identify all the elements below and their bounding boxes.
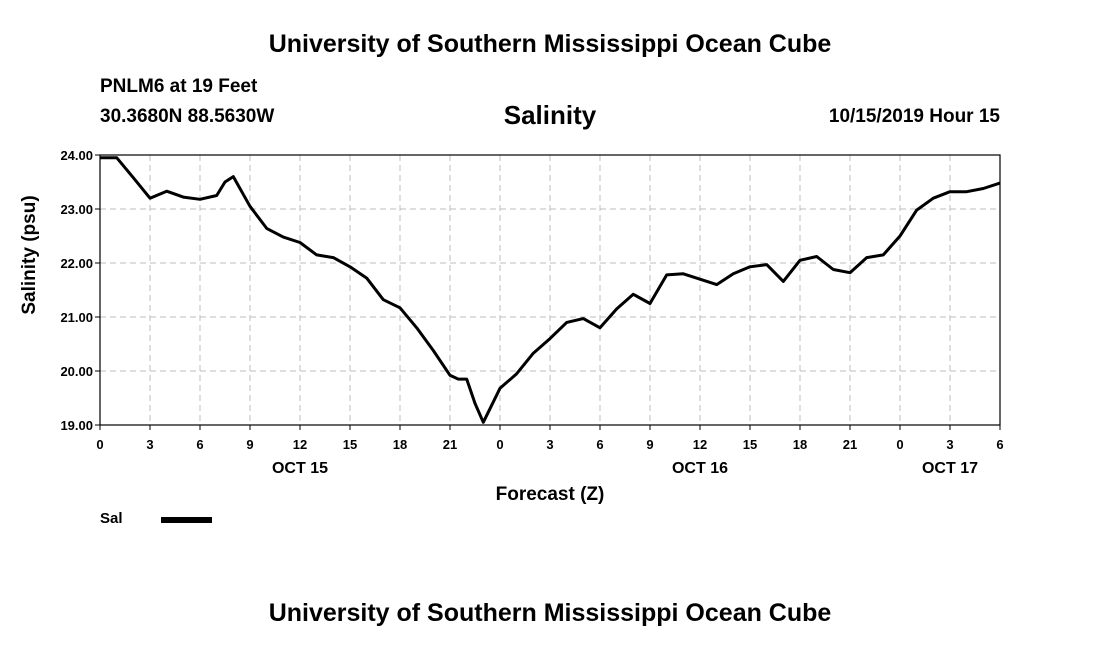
x-tick-label: 6 bbox=[596, 437, 603, 452]
x-tick-label: 12 bbox=[693, 437, 707, 452]
x-tick-label: 15 bbox=[743, 437, 757, 452]
x-tick-label: 21 bbox=[443, 437, 457, 452]
day-label: OCT 16 bbox=[672, 460, 728, 477]
x-tick-label: 9 bbox=[246, 437, 253, 452]
forecast-datetime: 10/15/2019 Hour 15 bbox=[828, 106, 1000, 127]
chart-footer-title: University of Southern Mississippi Ocean… bbox=[268, 599, 832, 627]
x-tick-label: 18 bbox=[793, 437, 807, 452]
chart-header-title: University of Southern Mississippi Ocean… bbox=[268, 30, 832, 58]
x-tick-label: 0 bbox=[496, 437, 503, 452]
station-coordinates: 30.3680N 88.5630W bbox=[100, 106, 275, 127]
x-tick-label: 6 bbox=[196, 437, 203, 452]
x-tick-label: 15 bbox=[343, 437, 357, 452]
legend-line-swatch bbox=[161, 517, 212, 523]
x-tick-label: 6 bbox=[996, 437, 1003, 452]
grid-lines bbox=[100, 155, 1000, 425]
y-axis-label: Salinity (psu) bbox=[19, 195, 40, 314]
x-tick-label: 0 bbox=[96, 437, 103, 452]
series-line-sal bbox=[100, 156, 1001, 424]
x-tick-label: 3 bbox=[946, 437, 953, 452]
x-tick-label: 0 bbox=[896, 437, 903, 452]
day-label: OCT 15 bbox=[272, 460, 328, 477]
x-tick-label: 3 bbox=[146, 437, 153, 452]
x-tick-label: 12 bbox=[293, 437, 307, 452]
x-tick-label: 9 bbox=[646, 437, 653, 452]
series-layer bbox=[100, 156, 1001, 424]
plot-frame bbox=[99, 154, 1001, 426]
x-tick-label: 3 bbox=[546, 437, 553, 452]
axes: 19.00 20.00 21.00 22.00 23.00 24.00 0 3 6 9 12 15 18… bbox=[60, 148, 1003, 477]
y-tick-label: 22.00 bbox=[60, 256, 93, 271]
y-tick-label: 19.00 bbox=[60, 418, 93, 433]
station-label: PNLM6 at 19 Feet bbox=[100, 76, 258, 97]
y-tick-label: 20.00 bbox=[60, 364, 93, 379]
legend-label: Sal bbox=[100, 510, 123, 527]
y-tick-label: 21.00 bbox=[60, 310, 93, 325]
day-label: OCT 17 bbox=[922, 460, 978, 477]
chart-title: Salinity bbox=[503, 100, 597, 130]
x-tick-label: 21 bbox=[843, 437, 857, 452]
x-tick-label: 18 bbox=[393, 437, 407, 452]
y-tick-label: 23.00 bbox=[60, 202, 93, 217]
x-axis-label: Forecast (Z) bbox=[496, 484, 605, 505]
y-tick-label: 24.00 bbox=[60, 148, 93, 163]
